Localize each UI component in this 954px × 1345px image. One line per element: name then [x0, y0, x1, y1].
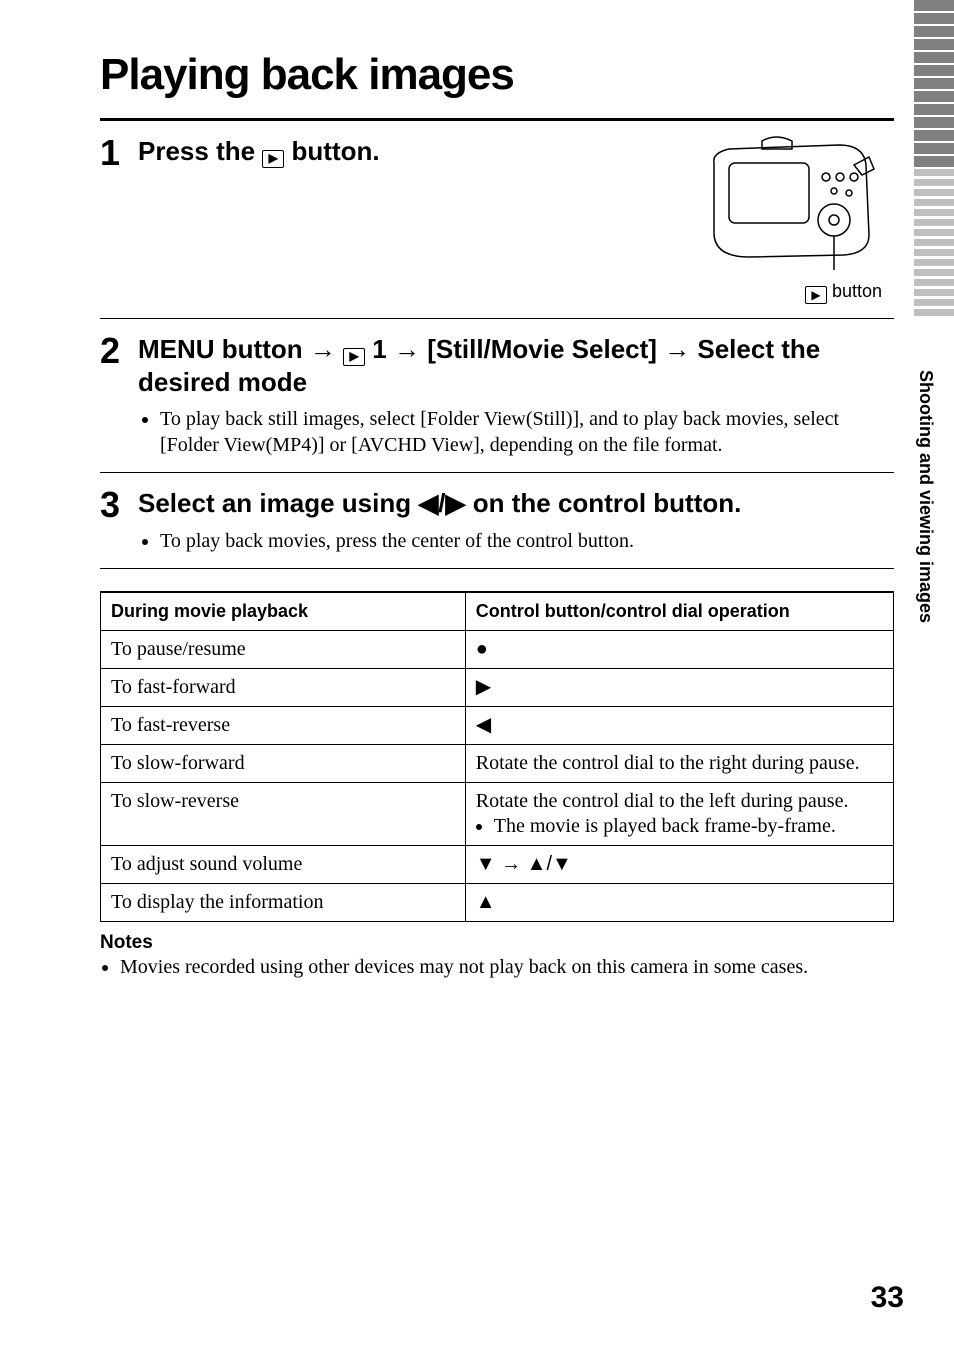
right-arrow-icon: ▶	[476, 676, 491, 698]
camera-illustration: ▶ button	[694, 135, 894, 304]
table-row: To fast-forward ▶	[101, 668, 894, 706]
table-row: To slow-reverse Rotate the control dial …	[101, 782, 894, 845]
camera-caption-text: button	[827, 281, 882, 301]
step-3-body: To play back movies, press the center of…	[138, 528, 894, 554]
step-3-heading: Select an image using ◀/▶ on the control…	[138, 487, 894, 520]
step-2: 2 MENU button → ▶ 1 → [Still/Movie Selec…	[100, 319, 894, 472]
table-row: To pause/resume ●	[101, 630, 894, 668]
table-row: To fast-reverse ◀	[101, 706, 894, 744]
operations-table: During movie playback Control button/con…	[100, 591, 894, 922]
up-arrow-icon: ▲	[476, 891, 496, 913]
table-row: To display the information ▲	[101, 883, 894, 921]
page-number: 33	[871, 1281, 904, 1315]
step-2-body: To play back still images, select [Folde…	[138, 406, 894, 458]
left-arrow-icon: ◀	[476, 714, 491, 736]
playback-icon: ▶	[343, 348, 365, 366]
page-title: Playing back images	[100, 50, 894, 100]
step-2-heading: MENU button → ▶ 1 → [Still/Movie Select]…	[138, 333, 894, 398]
notes-body: Movies recorded using other devices may …	[100, 954, 894, 980]
step-1: 1 ▶ button	[100, 121, 894, 318]
section-tab-label: Shooting and viewing images	[915, 370, 936, 623]
table-row: To slow-forward Rotate the control dial …	[101, 744, 894, 782]
divider	[100, 568, 894, 569]
side-bars	[914, 0, 954, 319]
playback-icon: ▶	[805, 286, 827, 304]
step-number: 2	[100, 333, 138, 458]
notes-heading: Notes	[100, 932, 894, 954]
playback-icon: ▶	[262, 150, 284, 168]
table-header-right: Control button/control dial operation	[465, 592, 893, 631]
step-3: 3 Select an image using ◀/▶ on the contr…	[100, 473, 894, 568]
table-header-left: During movie playback	[101, 592, 466, 631]
table-row: To adjust sound volume ▼ → ▲/▼	[101, 845, 894, 883]
volume-arrows-icon: ▼ → ▲/▼	[476, 853, 572, 875]
step-number: 3	[100, 487, 138, 554]
step-number: 1	[100, 135, 138, 304]
center-button-icon: ●	[476, 638, 488, 660]
